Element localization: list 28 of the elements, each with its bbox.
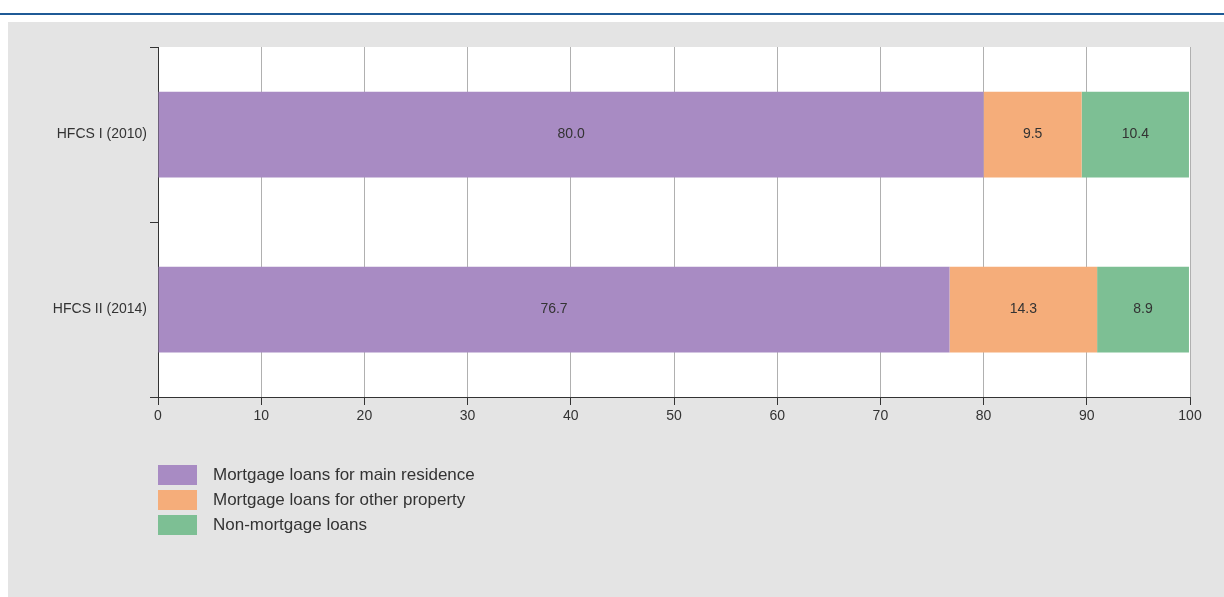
x-tick-label: 30 [459, 407, 476, 424]
x-tick-label: 50 [666, 407, 682, 424]
data-label: 9.5 [1022, 125, 1043, 142]
legend-label: Mortgage loans for other property [213, 489, 466, 510]
x-tick-label: 90 [1079, 407, 1095, 424]
y-tick-label: HFCS I (2010) [56, 125, 147, 142]
legend-label: Mortgage loans for main residence [213, 464, 475, 485]
x-tick-label: 80 [975, 407, 992, 424]
bar [158, 91, 984, 178]
x-tick-label: 20 [356, 407, 373, 424]
data-label: 14.3 [1009, 300, 1038, 317]
data-label: 10.4 [1121, 125, 1150, 142]
x-tick-label: 60 [769, 407, 786, 424]
bar [1081, 91, 1189, 178]
y-tick-label: HFCS II (2014) [52, 300, 147, 317]
x-tick-label: 100 [1178, 407, 1202, 424]
bar [949, 266, 1098, 353]
x-tick-label: 0 [154, 407, 163, 424]
data-label: 80.0 [557, 125, 585, 142]
x-tick-label: 10 [253, 407, 270, 424]
bar [158, 266, 950, 353]
legend-label: Non-mortgage loans [213, 514, 368, 535]
data-label: 8.9 [1133, 300, 1153, 317]
x-tick-label: 40 [563, 407, 579, 424]
bar [1097, 266, 1189, 353]
bar [983, 91, 1082, 178]
x-tick-label: 70 [872, 407, 889, 424]
data-label: 76.7 [540, 300, 568, 317]
